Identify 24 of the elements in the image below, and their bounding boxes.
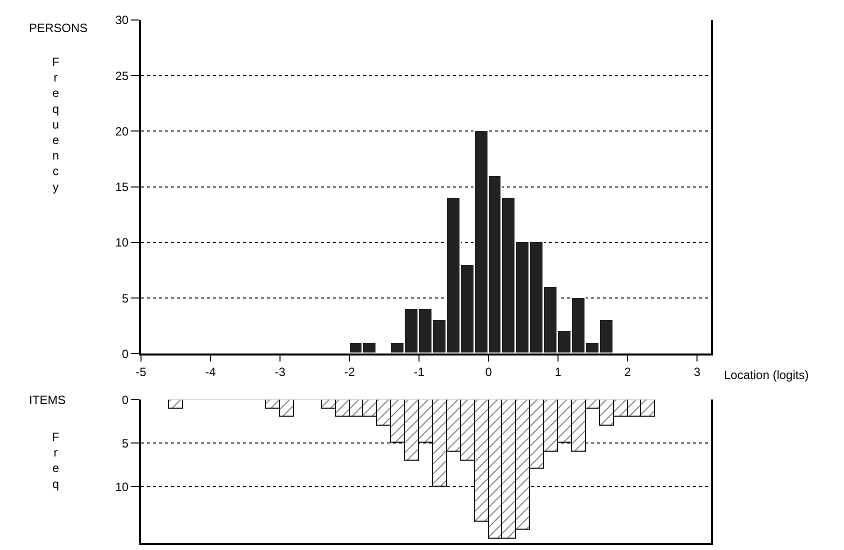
text: ITEMS [29,393,66,407]
y-tick-label: 30 [115,13,129,28]
text: Frequency [52,55,60,194]
x-tick-label: -3 [274,365,286,380]
x-axis-title: Location (logits) [724,368,809,382]
y-tick-label: 10 [115,480,129,494]
x-tick-label: -4 [205,365,216,380]
y-tick-label: 20 [115,124,129,138]
x-tick-label: 3 [694,365,701,380]
y-tick-label: 0 [122,392,129,407]
x-tick-label: -1 [414,365,425,380]
y-axis-title: Freq [52,430,60,491]
y-tick-label: 10 [115,236,129,250]
y-tick-label: 15 [115,180,129,194]
x-tick-label: 2 [624,365,632,380]
y-tick-label: 5 [122,436,129,450]
x-tick-label: 1 [554,365,562,380]
text: PERSONS [29,21,88,35]
y-tick-label: 0 [122,346,129,361]
x-tick-label: 0 [485,365,492,380]
y-tick-label: 25 [115,68,129,83]
y-tick-label: 5 [122,291,129,306]
x-tick-label: -5 [136,365,147,380]
x-tick-label: -2 [344,365,356,380]
